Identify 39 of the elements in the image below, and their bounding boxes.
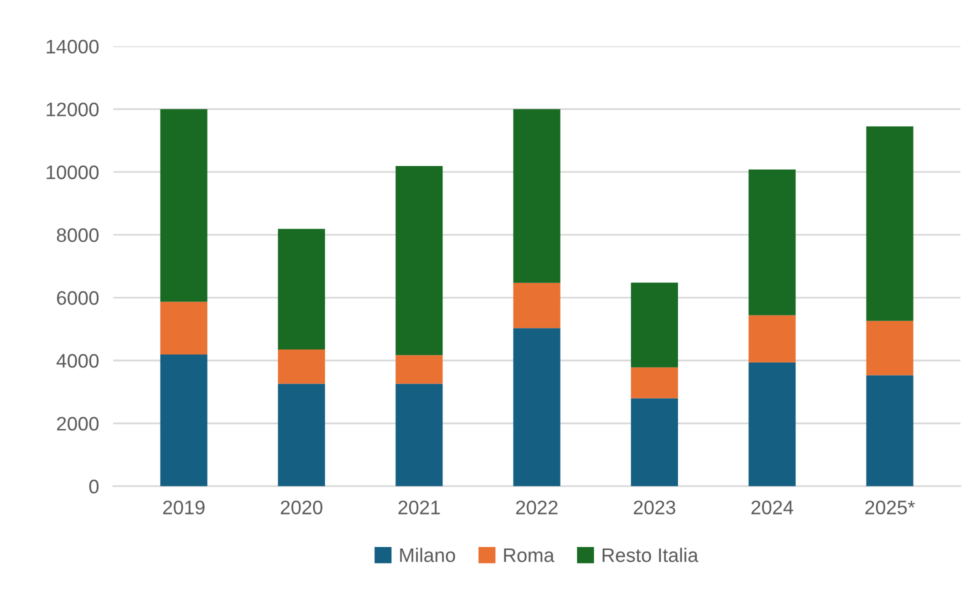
bar [513,328,560,486]
legend-label: Resto Italia [602,548,698,562]
bar [748,169,796,316]
y-tick-label: 14000 [46,40,99,54]
bar [160,354,208,486]
x-tick-label: 2020 [280,500,322,514]
x-tick-label: 2023 [634,500,676,514]
x-tick-label: 2025* [865,500,915,514]
x-tick-label: 2022 [516,500,558,514]
y-tick-label: 4000 [56,354,99,368]
bar [160,109,208,302]
bar [630,282,678,368]
bar [630,398,678,486]
x-tick-label: 2021 [398,500,440,514]
bar [748,315,796,362]
bar [748,362,796,486]
y-tick-label: 2000 [57,416,99,431]
bar [513,109,560,283]
bar [866,126,914,321]
bar [630,367,678,398]
bar [278,350,326,384]
bar [278,384,326,486]
y-tick-label: 8000 [56,228,99,242]
y-tick-label: 12000 [46,102,99,116]
y-tick-label: 0 [89,480,99,494]
bar [396,355,443,384]
x-tick-label: 2024 [751,500,794,514]
bar [513,282,560,328]
legend-label: Milano [400,548,456,562]
y-tick-label: 10000 [46,165,99,180]
bar [396,384,443,486]
bar [866,375,914,486]
bar [160,302,208,355]
legend-label: Roma [504,548,554,562]
bar [396,166,443,356]
y-tick-label: 6000 [57,291,99,305]
bar [278,228,326,350]
bar [866,320,914,376]
x-tick-label: 2019 [163,500,205,514]
